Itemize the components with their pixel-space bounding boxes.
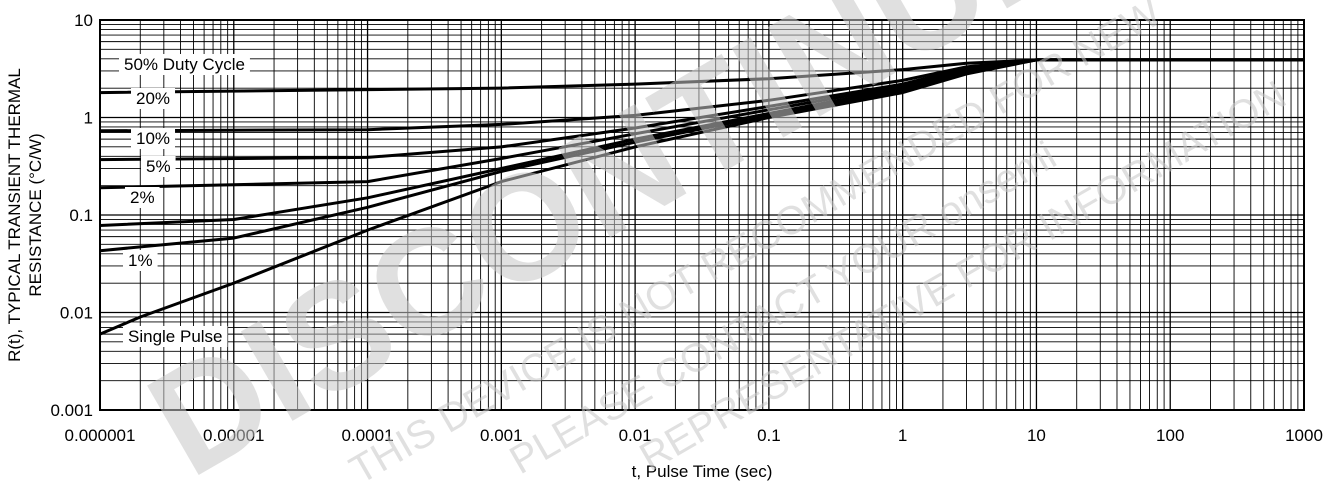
series-label-background: [119, 54, 250, 75]
y-tick-label: 0.01: [60, 304, 93, 323]
series-label: Single Pulse: [128, 327, 223, 346]
x-tick-label: 0.001: [480, 426, 523, 445]
y-tick-labels: 0.001 0.01 0.1 1 10: [50, 11, 93, 420]
series-label-background: [125, 187, 160, 208]
y-tick-label: 10: [74, 11, 93, 30]
series-label: 2%: [130, 188, 155, 207]
series-label: 1%: [128, 251, 153, 270]
x-tick-label: 0.0001: [342, 426, 394, 445]
y-tick-label: 0.1: [69, 206, 93, 225]
series-label-background: [131, 128, 176, 149]
y-tick-label: 1: [84, 109, 93, 128]
x-tick-label: 1000: [1285, 426, 1323, 445]
series-label: 5%: [146, 157, 171, 176]
curve-series: [99, 58, 1304, 336]
series-label: 50% Duty Cycle: [124, 55, 245, 74]
series-label: 20%: [136, 89, 170, 108]
series-label-background: [123, 326, 228, 347]
x-tick-labels: 0.000001 0.00001 0.0001 0.001 0.01 0.1 1 10 100 1…: [65, 426, 1323, 445]
x-tick-label: 0.1: [757, 426, 781, 445]
x-tick-label: 10: [1027, 426, 1046, 445]
y-axis-title-line1: R(t), TYPICAL TRANSIENT THERMAL: [5, 68, 24, 362]
plot-frame: [99, 19, 1305, 411]
x-tick-label: 1: [898, 426, 907, 445]
y-tick-label: 0.001: [50, 401, 93, 420]
series-labels: 50% Duty Cycle 20% 10% 5% 2% 1% Single Pulse: [119, 54, 250, 347]
series-label: 10%: [136, 129, 170, 148]
x-tick-label: 0.00001: [203, 426, 264, 445]
series-label-background: [131, 88, 176, 109]
series-curve: [99, 58, 1304, 336]
x-tick-label: 100: [1156, 426, 1184, 445]
series-label-background: [141, 156, 176, 177]
x-tick-label: 0.000001: [65, 426, 136, 445]
x-axis-title: t, Pulse Time (sec): [632, 462, 773, 481]
x-tick-label: 0.01: [619, 426, 652, 445]
series-label-background: [123, 250, 158, 271]
y-axis-title-line2: RESISTANCE (°C/W): [26, 133, 45, 296]
